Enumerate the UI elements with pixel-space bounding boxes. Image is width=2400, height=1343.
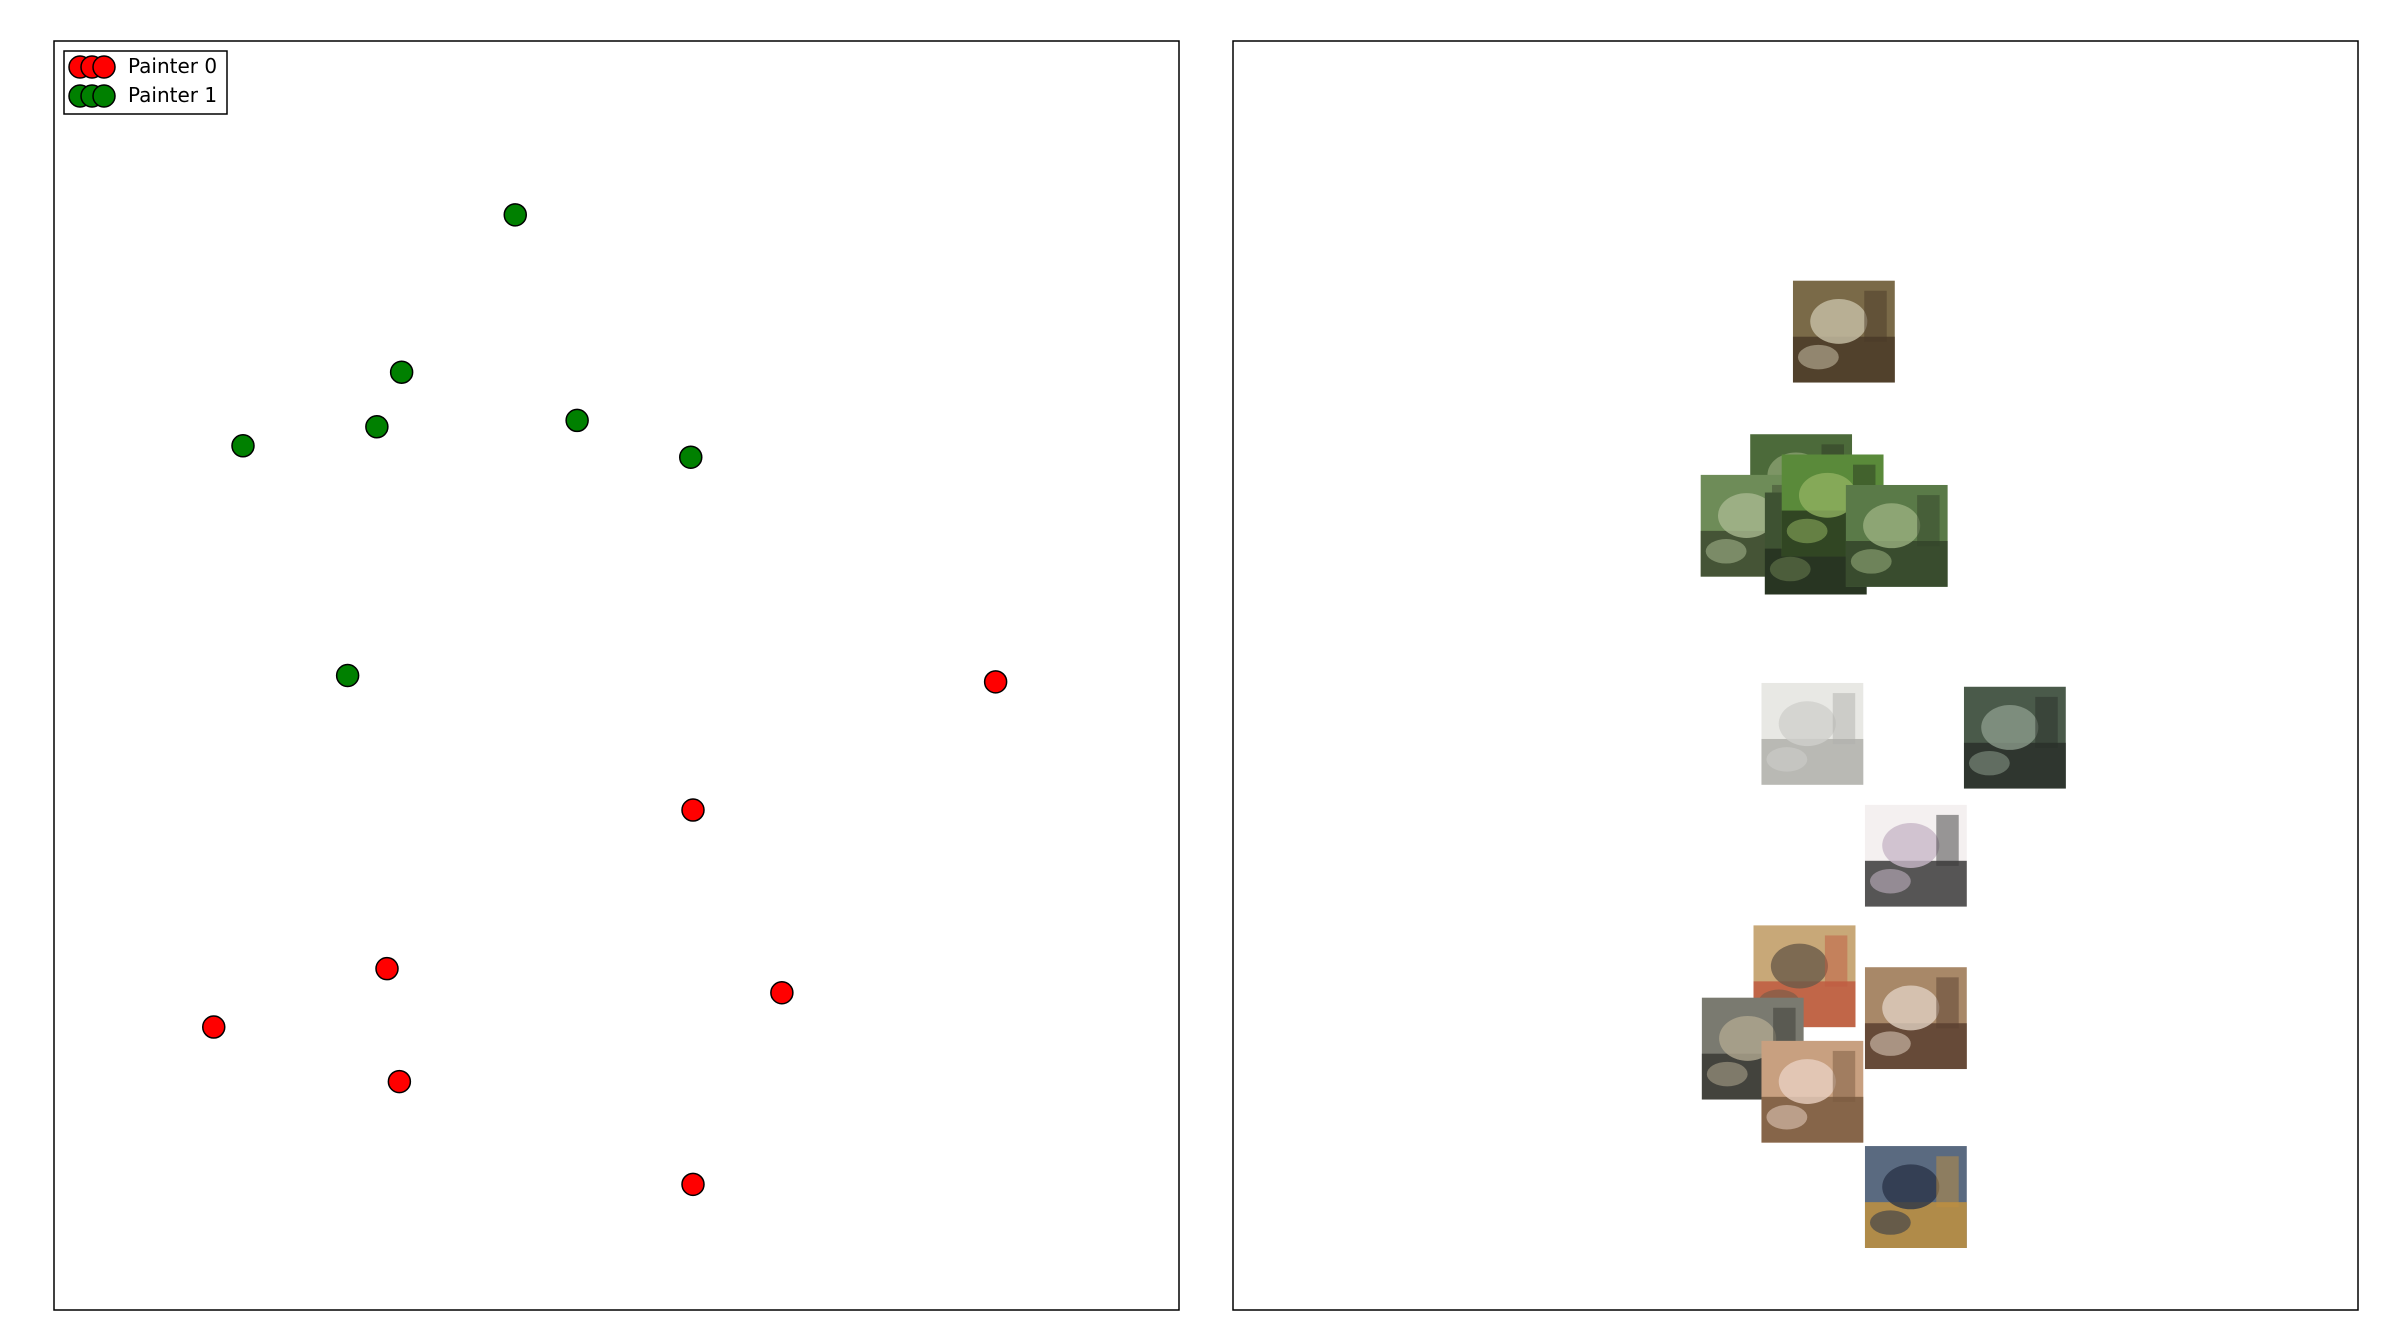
legend-marker-circle <box>92 84 116 108</box>
painting-thumbnail-interior <box>1864 967 1967 1070</box>
painter-1-point <box>503 203 527 227</box>
legend-marker-painter-1 <box>68 84 116 108</box>
painting-thumbnail-drawing <box>1864 804 1967 907</box>
painter-0-point <box>770 981 794 1005</box>
painter-1-point <box>679 445 703 469</box>
painter-0-point <box>681 798 705 822</box>
painter-0-point <box>387 1069 412 1094</box>
painter-0-point <box>202 1015 226 1039</box>
painting-thumbnail-cubist <box>1963 686 2066 789</box>
left-axes-frame <box>53 40 1180 1311</box>
painter-points-layer <box>202 203 1008 1197</box>
legend-marker-circle <box>92 55 116 79</box>
painter-1-point <box>565 408 589 433</box>
painter-0-point <box>983 670 1008 694</box>
painting-thumbnail-landscape <box>1845 484 1948 587</box>
legend-entry-painter-0: Painter 0 <box>68 54 217 79</box>
painting-thumbnail-panel <box>1232 40 2359 1311</box>
legend-marker-painter-0 <box>68 55 116 79</box>
painter-1-point <box>365 415 389 439</box>
painting-thumbnail-portrait <box>1792 280 1895 383</box>
painting-thumbnail-sketch <box>1761 682 1864 785</box>
legend-label-painter-0: Painter 0 <box>128 54 217 78</box>
painter-1-point <box>231 434 255 458</box>
painter-0-point <box>375 956 399 981</box>
legend: Painter 0 Painter 1 <box>63 50 228 115</box>
painter-0-point <box>681 1172 705 1197</box>
legend-label-painter-1: Painter 1 <box>128 83 217 107</box>
painter-1-point <box>389 360 414 384</box>
painter-scatter-panel: Painter 0 Painter 1 <box>53 40 1180 1311</box>
legend-entry-painter-1: Painter 1 <box>68 83 217 108</box>
thumbnail-layer <box>1700 280 2066 1249</box>
painter-1-point <box>335 663 360 688</box>
painting-thumbnail-nude <box>1761 1040 1864 1143</box>
painting-thumbnail-surreal <box>1864 1146 1967 1249</box>
